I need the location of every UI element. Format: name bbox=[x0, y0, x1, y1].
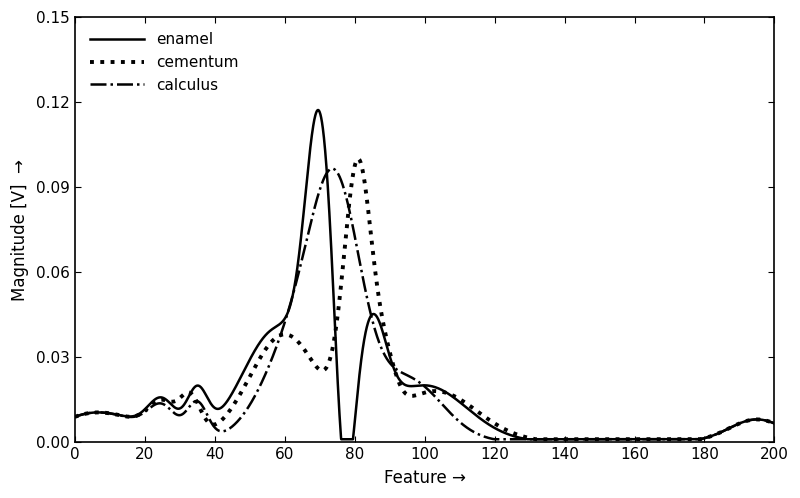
calculus bbox=[327, 166, 337, 172]
cementum bbox=[70, 414, 79, 420]
cementum bbox=[402, 392, 412, 398]
cementum bbox=[364, 213, 374, 219]
calculus bbox=[578, 436, 588, 442]
enamel bbox=[749, 417, 758, 423]
calculus bbox=[364, 303, 374, 309]
enamel bbox=[313, 107, 322, 113]
cementum bbox=[714, 430, 723, 436]
enamel bbox=[364, 317, 374, 323]
enamel bbox=[337, 436, 346, 442]
cementum bbox=[531, 436, 541, 442]
enamel bbox=[714, 430, 723, 436]
calculus bbox=[714, 430, 723, 436]
enamel bbox=[370, 311, 379, 317]
Legend: enamel, cementum, calculus: enamel, cementum, calculus bbox=[82, 25, 246, 100]
cementum bbox=[370, 262, 379, 268]
Line: enamel: enamel bbox=[74, 110, 774, 439]
calculus bbox=[770, 420, 779, 426]
enamel bbox=[770, 420, 779, 426]
Y-axis label: Magnitude [V]  →: Magnitude [V] → bbox=[11, 159, 29, 300]
cementum bbox=[749, 417, 758, 423]
enamel bbox=[70, 414, 79, 420]
cementum bbox=[354, 156, 363, 162]
enamel bbox=[402, 383, 412, 389]
Line: cementum: cementum bbox=[74, 159, 774, 439]
cementum bbox=[578, 436, 588, 442]
calculus bbox=[490, 436, 499, 442]
calculus bbox=[749, 417, 758, 423]
calculus bbox=[70, 414, 79, 420]
enamel bbox=[578, 436, 588, 442]
calculus bbox=[402, 373, 412, 378]
cementum bbox=[770, 420, 779, 426]
Line: calculus: calculus bbox=[74, 169, 774, 439]
calculus bbox=[370, 325, 379, 331]
X-axis label: Feature →: Feature → bbox=[384, 469, 466, 487]
